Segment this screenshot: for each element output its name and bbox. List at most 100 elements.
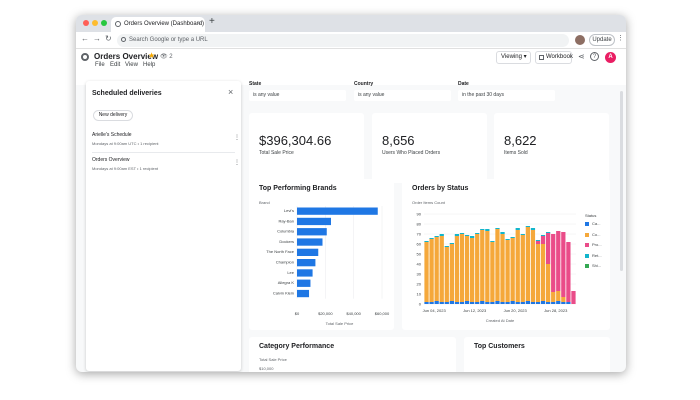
y-tick-label: 70 <box>417 232 422 237</box>
bar-segment <box>551 302 556 304</box>
list-item[interactable]: Arielle's Schedule Mondays at 9:00am UTC… <box>86 132 241 158</box>
bar-segment <box>459 302 465 304</box>
legend-item[interactable]: Ca... <box>585 221 600 226</box>
orders-status-card: Orders by Status Order Items Count 0 10 20… <box>402 179 610 330</box>
bar-segment <box>439 234 444 236</box>
x-tick-label: Jun 20, 2023 <box>504 308 528 313</box>
legend-item[interactable]: Shi... <box>585 263 601 268</box>
bar-segment <box>535 302 541 304</box>
page-title: Orders Overview <box>94 52 159 61</box>
help-icon[interactable]: ? <box>590 52 599 61</box>
bar-segment <box>470 238 475 302</box>
legend-item[interactable]: Ret... <box>585 253 602 258</box>
legend-swatch <box>585 233 589 237</box>
update-button[interactable]: Update <box>589 34 615 46</box>
filter-country-input[interactable]: is any value <box>354 90 451 101</box>
y-tick-label: 80 <box>417 222 422 227</box>
maximize-window-button[interactable] <box>101 20 107 26</box>
bar-segment <box>480 230 485 301</box>
kpi-label: Items Sold <box>504 150 528 156</box>
workbook-label: Workbook <box>546 54 573 60</box>
scheduled-deliveries-panel: Scheduled deliveries × New delivery Arie… <box>86 81 241 371</box>
bar-segment <box>434 301 439 304</box>
address-bar[interactable]: Search Google or type a URL <box>117 34 569 47</box>
profile-avatar[interactable] <box>575 35 585 45</box>
viewing-dropdown[interactable]: Viewing ▾ <box>496 51 531 64</box>
bar-segment <box>424 302 429 304</box>
menu-file[interactable]: File <box>95 62 105 68</box>
bar-segment <box>470 236 475 238</box>
y-tick-label: 10 <box>417 292 422 297</box>
close-window-button[interactable] <box>83 20 89 26</box>
x-tick-label: Jun 04, 2023 <box>423 308 447 313</box>
bar-segment <box>510 237 515 238</box>
bar-segment <box>530 302 536 304</box>
workbook-button[interactable]: Workbook <box>535 51 573 64</box>
bar-segment <box>525 227 530 301</box>
list-item[interactable]: Orders Overview Mondays at 9:00am EST • … <box>86 157 241 183</box>
bar-segment <box>551 234 556 292</box>
filter-state-input[interactable]: is any value <box>249 90 346 101</box>
bar-segment <box>540 244 546 301</box>
axis-tick: $10,000 <box>259 366 274 371</box>
schedule-menu-icon[interactable]: ⋮ <box>234 160 240 166</box>
tab-orders-overview[interactable]: Orders Overview (Dashboard) × <box>111 17 205 32</box>
viewer-count-value: 2 <box>169 54 173 60</box>
schedule-detail: Mondays at 9:00am EST • 1 recipient <box>92 166 159 171</box>
back-icon[interactable]: ← <box>81 34 89 43</box>
menu-view[interactable]: View <box>125 62 138 68</box>
legend-item[interactable]: Co... <box>585 232 601 237</box>
forward-icon[interactable]: → <box>93 34 101 43</box>
bar-segment <box>434 236 439 237</box>
y-tick-label: Ray-Ban <box>278 218 294 223</box>
legend-item[interactable]: Pro... <box>585 242 602 247</box>
bar-segment <box>505 302 510 304</box>
favorite-star-icon[interactable]: ★ <box>148 51 156 60</box>
new-delivery-button[interactable]: New delivery <box>93 110 133 121</box>
filter-date-input[interactable]: in the past 30 days <box>458 90 555 101</box>
close-panel-icon[interactable]: × <box>228 87 234 97</box>
y-tick-label: 0 <box>419 302 422 307</box>
share-icon[interactable]: ⋖ <box>578 52 585 61</box>
page-scrollbar[interactable] <box>620 91 623 271</box>
bar-segment <box>449 243 454 244</box>
user-avatar[interactable]: A <box>605 52 616 63</box>
bar <box>297 238 323 246</box>
bar-segment <box>525 226 530 227</box>
bar-segment <box>510 301 515 304</box>
kpi-users-placed-orders: 8,656 Users Who Placed Orders <box>372 113 487 183</box>
x-tick-label: $60,000 <box>375 311 390 316</box>
menu-edit[interactable]: Edit <box>110 62 121 68</box>
card-title: Category Performance <box>259 343 335 350</box>
menu-help[interactable]: Help <box>143 62 156 68</box>
bar-segment <box>449 301 454 304</box>
bar-segment <box>485 231 490 302</box>
schedule-menu-icon[interactable]: ⋮ <box>234 135 240 141</box>
x-tick-label: Jun 12, 2023 <box>463 308 487 313</box>
bar-segment <box>540 235 546 236</box>
browser-menu-icon[interactable]: ⋮ <box>617 35 624 42</box>
bar-segment <box>464 235 470 236</box>
bar-segment <box>475 302 480 304</box>
y-tick-label: 60 <box>417 242 422 247</box>
minimize-window-button[interactable] <box>92 20 98 26</box>
new-tab-button[interactable]: + <box>209 16 215 27</box>
legend-label: Co... <box>592 232 601 237</box>
bar-segment <box>444 246 449 247</box>
orders-status-chart: 0 10 20 30 40 50 60 70 80 90 Jun 04, 2023 Jun 12, 2… <box>417 212 576 323</box>
tab-close-icon[interactable]: × <box>197 21 201 27</box>
reload-icon[interactable]: ↻ <box>105 34 112 43</box>
filter-label-date: Date <box>458 81 469 87</box>
bar-segment <box>520 235 525 302</box>
bar-segment <box>556 291 561 301</box>
bar-segment <box>571 291 576 304</box>
bar <box>297 217 331 226</box>
legend-swatch <box>585 254 589 258</box>
bar-segment <box>495 301 500 304</box>
legend-title: Status <box>585 213 597 218</box>
bar-segment <box>515 302 520 304</box>
bar-segment <box>444 247 449 302</box>
looker-logo-icon[interactable] <box>81 53 89 61</box>
y-tick-label: Allegra K <box>278 280 295 285</box>
bar-segment <box>475 234 480 302</box>
